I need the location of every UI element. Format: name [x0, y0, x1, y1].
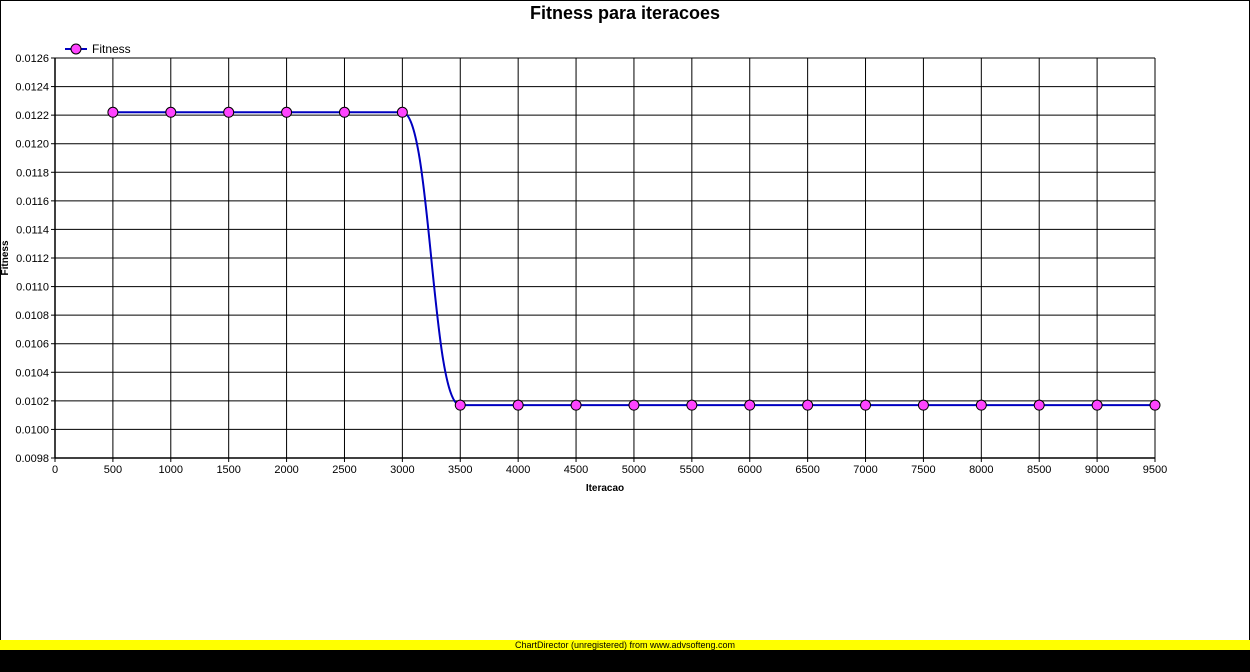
y-tick-label: 0.0116	[16, 196, 49, 208]
x-axis-title: Iteracao	[586, 483, 624, 494]
data-point-marker	[628, 399, 640, 411]
fitness-line-chart: Fitness para iteracoes 0.0098 0.0100 0.010…	[0, 3, 1167, 494]
x-tick-label: 9000	[1085, 464, 1109, 476]
data-point-marker	[1033, 399, 1045, 411]
data-point-marker	[802, 399, 814, 411]
y-tick-label: 0.0112	[16, 253, 49, 265]
x-tick-label: 7000	[853, 464, 877, 476]
y-tick-label: 0.0124	[15, 82, 49, 94]
data-point-marker	[454, 399, 466, 411]
x-tick-label: 6500	[795, 464, 819, 476]
legend-label-fitness: Fitness	[92, 42, 131, 56]
y-tick-label: 0.0104	[15, 367, 49, 379]
x-tick-label: 8500	[1027, 464, 1051, 476]
x-tick-label: 0	[52, 464, 58, 476]
y-tick-label: 0.0098	[15, 453, 49, 465]
x-tick-label: 6000	[737, 464, 761, 476]
y-tick-label: 0.0114	[16, 224, 49, 236]
x-tick-label: 8000	[969, 464, 993, 476]
x-tick-label: 7500	[911, 464, 935, 476]
data-point-marker	[917, 399, 929, 411]
x-tick-label: 2500	[332, 464, 356, 476]
data-point-marker	[570, 399, 582, 411]
x-tick-label: 2000	[274, 464, 298, 476]
series-line	[112, 111, 1155, 407]
grid	[54, 57, 1156, 459]
chart-title: Fitness para iteracoes	[530, 3, 720, 23]
x-tick-label: 9500	[1143, 464, 1167, 476]
data-point-marker	[338, 106, 350, 118]
x-tick-label: 3500	[448, 464, 472, 476]
data-point-marker	[860, 399, 872, 411]
data-point-marker	[975, 399, 987, 411]
data-point-marker	[686, 399, 698, 411]
axes: 0.0098 0.0100 0.0102 0.0104 0.0106 0.0108 0.01…	[15, 53, 1167, 476]
data-point-marker	[165, 106, 177, 118]
footer-banner: ChartDirector (unregistered) from www.ad…	[0, 640, 1250, 650]
y-tick-label: 0.0122	[15, 110, 49, 122]
data-point-marker	[107, 106, 119, 118]
y-tick-label: 0.0118	[16, 167, 49, 179]
y-tick-label: 0.0108	[15, 310, 49, 322]
footer: ChartDirector (unregistered) from www.ad…	[0, 640, 1250, 672]
x-tick-label: 4000	[506, 464, 530, 476]
y-tick-label: 0.0106	[15, 339, 49, 351]
series-fitness	[107, 106, 1161, 411]
y-tick-label: 0.0110	[16, 282, 49, 294]
data-point-marker	[512, 399, 524, 411]
y-tick-label: 0.0120	[15, 139, 49, 151]
data-point-marker	[281, 106, 293, 118]
x-tick-label: 5000	[622, 464, 646, 476]
x-tick-label: 500	[104, 464, 122, 476]
y-axis-title: Fitness	[0, 240, 11, 275]
x-tick-label: 3000	[390, 464, 414, 476]
legend-marker-swatch	[70, 43, 82, 55]
data-point-marker	[1149, 399, 1161, 411]
data-point-marker	[223, 106, 235, 118]
data-point-marker	[744, 399, 756, 411]
y-tick-label: 0.0126	[15, 53, 49, 65]
y-tick-label: 0.0100	[15, 424, 49, 436]
x-tick-label: 1000	[159, 464, 183, 476]
legend: Fitness	[65, 42, 131, 56]
data-point-marker	[396, 106, 408, 118]
x-tick-label: 4500	[564, 464, 588, 476]
data-point-marker	[1091, 399, 1103, 411]
x-tick-label: 5500	[680, 464, 704, 476]
x-tick-label: 1500	[216, 464, 240, 476]
y-tick-label: 0.0102	[15, 396, 49, 408]
